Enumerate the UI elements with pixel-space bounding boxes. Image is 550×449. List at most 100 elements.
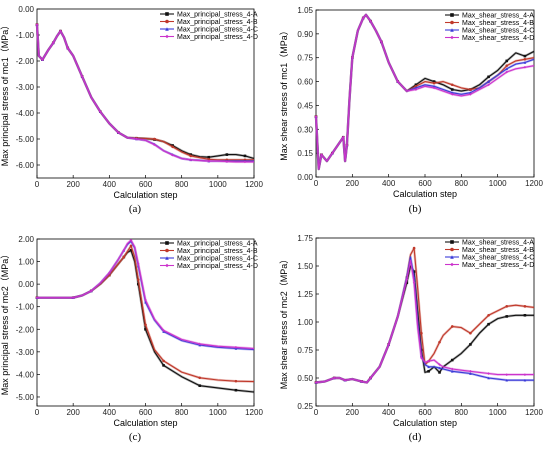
data-point <box>427 359 430 363</box>
data-point <box>162 359 165 363</box>
data-point <box>225 160 229 163</box>
series-line-d <box>36 24 254 163</box>
legend-label: Max_shear_stress_4-C <box>462 255 534 262</box>
data-point <box>487 313 490 317</box>
data-point <box>505 373 509 376</box>
data-point <box>505 64 509 67</box>
data-point <box>136 278 140 281</box>
y-tick-label: 1.00 <box>18 258 34 267</box>
y-tick-label: -2.00 <box>16 325 35 334</box>
data-point <box>343 378 347 382</box>
data-point <box>35 296 39 299</box>
legend-marker <box>165 263 169 268</box>
data-point <box>207 157 211 161</box>
data-point <box>136 282 140 286</box>
legend-label: Max_shear_stress_4-C <box>462 28 534 35</box>
data-point <box>345 143 349 147</box>
data-point <box>41 58 44 61</box>
y-tick-label: -5.00 <box>16 135 35 144</box>
data-point <box>405 278 409 281</box>
series-halo <box>35 24 254 164</box>
x-tick-label: 0 <box>314 179 319 188</box>
data-point <box>414 85 418 88</box>
legend-label: Max_principal_stress_4-B <box>177 248 258 255</box>
y-axis-label: Max shear stress of mc1（MPa） <box>279 26 289 161</box>
x-tick-label: 600 <box>418 179 432 188</box>
legend-marker <box>450 28 454 32</box>
data-point <box>129 244 133 248</box>
x-tick-label: 1000 <box>489 179 507 188</box>
data-point <box>360 380 363 383</box>
data-point <box>432 81 436 85</box>
data-point <box>320 153 323 157</box>
y-tick-label: -3.00 <box>16 83 35 92</box>
x-tick-label: 600 <box>139 408 153 417</box>
data-point <box>198 384 202 387</box>
y-tick-label: 0.15 <box>297 149 313 158</box>
data-point <box>332 376 336 380</box>
x-tick-label: 200 <box>66 180 80 189</box>
data-point <box>412 246 416 250</box>
legend-marker <box>450 13 454 17</box>
data-point <box>162 329 165 332</box>
legend-label: Max_principal_stress_4-D <box>177 34 258 41</box>
data-point <box>351 56 354 60</box>
y-tick-label: 0.50 <box>297 374 313 383</box>
data-point <box>189 158 193 162</box>
data-point <box>405 281 409 285</box>
legend-label: Max_shear_stress_4-A <box>462 13 534 20</box>
legend-label: Max_shear_stress_4-B <box>462 20 534 27</box>
data-point <box>153 143 156 147</box>
legend-label: Max_principal_stress_4-B <box>177 19 258 26</box>
data-point <box>198 376 202 380</box>
y-tick-label: -1.00 <box>16 31 35 40</box>
data-point <box>234 346 238 349</box>
x-axis-label: Calculation step <box>393 418 457 428</box>
data-point <box>523 378 527 382</box>
data-point <box>438 371 441 374</box>
data-point <box>80 75 84 78</box>
data-point <box>144 327 147 331</box>
x-tick-label: 0 <box>314 408 319 417</box>
y-tick-label: -2.00 <box>16 57 35 66</box>
data-point <box>314 381 318 384</box>
data-point <box>108 273 111 277</box>
x-axis-label: Calculation step <box>393 189 457 199</box>
x-tick-label: 400 <box>382 179 396 188</box>
x-tick-label: 200 <box>346 179 360 188</box>
legend-label: Max_principal_stress_4-C <box>177 256 258 263</box>
data-point <box>51 41 55 45</box>
data-point <box>198 342 202 346</box>
y-tick-label: -1.00 <box>16 303 35 312</box>
legend-label: Max_shear_stress_4-D <box>462 262 534 269</box>
data-point <box>469 369 472 373</box>
data-point <box>162 364 165 367</box>
data-point <box>207 155 211 159</box>
y-tick-label: 0.45 <box>297 101 313 110</box>
data-point <box>396 80 400 83</box>
x-tick-label: 0 <box>35 180 40 189</box>
data-point <box>469 88 472 91</box>
data-point <box>59 29 62 33</box>
data-point <box>387 343 390 346</box>
data-point <box>71 296 75 299</box>
data-point <box>35 23 39 26</box>
legend-marker <box>165 256 169 260</box>
data-point <box>469 372 472 375</box>
x-axis-label: Calculation step <box>113 418 177 428</box>
data-point <box>135 137 138 141</box>
legend-marker <box>450 20 454 25</box>
y-tick-label: 0.75 <box>297 54 313 63</box>
x-tick-label: 800 <box>175 180 189 189</box>
legend-marker <box>450 247 454 252</box>
data-point <box>66 46 70 50</box>
legend-label: Max_shear_stress_4-A <box>462 240 534 247</box>
series-line-c <box>315 256 534 384</box>
x-tick-label: 1200 <box>245 408 263 417</box>
data-point <box>487 83 490 87</box>
data-point <box>341 135 345 139</box>
y-axis-label: Max shear stress of mc2（MPa） <box>279 255 289 390</box>
data-point <box>487 80 490 83</box>
data-point <box>469 92 472 96</box>
